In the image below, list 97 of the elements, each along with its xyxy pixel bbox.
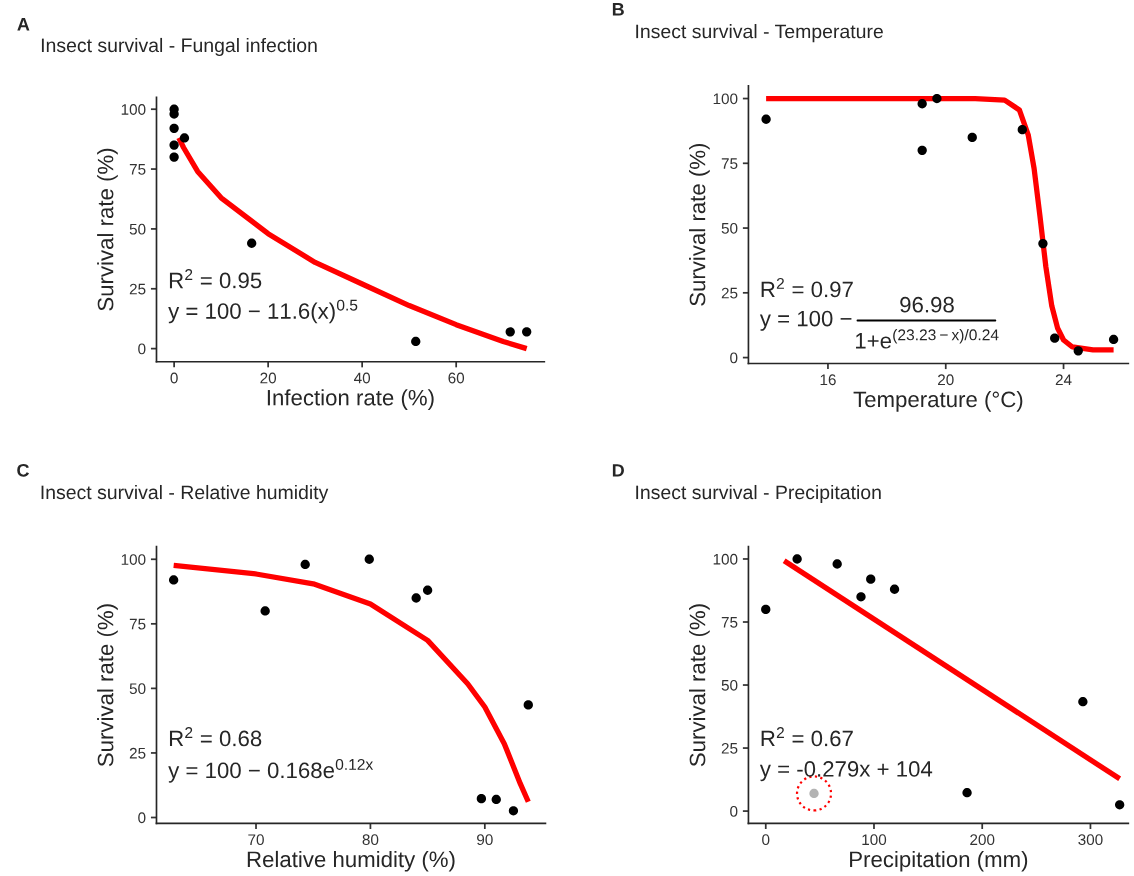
x-tick-label: 200	[970, 834, 995, 846]
chart-title: Insect survival - Temperature	[636, 24, 883, 43]
annotation: y = 100 −	[759, 310, 852, 331]
point	[856, 592, 866, 602]
annotation: R$^{2}$ = 0.67	[761, 727, 853, 747]
point	[967, 132, 977, 143]
point	[169, 152, 179, 162]
x-tick-label: 40	[354, 372, 371, 384]
annotation: 1+e$^{(23.23−x)/0.24}$	[856, 328, 999, 349]
y-tick-label: 50	[129, 683, 146, 695]
annotation: R$^{2}$ = 0.68	[169, 727, 262, 747]
point	[1050, 333, 1060, 343]
y-tick-label: 100	[121, 104, 146, 115]
y-tick-label: 0	[138, 812, 146, 824]
x-tick-label: 60	[448, 372, 465, 384]
x-tick-label: 70	[248, 834, 264, 846]
point	[411, 593, 421, 603]
y-tick-label: 50	[721, 679, 738, 691]
point	[522, 327, 532, 337]
x-tick-label: 20	[260, 372, 277, 384]
chart-title: Insect survival - Precipitation	[636, 484, 881, 504]
point	[1115, 800, 1125, 810]
y-tick-label: 100	[713, 553, 738, 565]
x-tick-label: 16	[820, 374, 836, 386]
point	[168, 575, 179, 585]
point	[792, 554, 802, 564]
x-tick-label: 20	[938, 374, 954, 386]
y-tick-label: 50	[129, 223, 146, 235]
point	[422, 585, 433, 595]
point	[300, 559, 310, 570]
y-tick-label: 75	[721, 158, 738, 169]
point	[917, 99, 927, 109]
x-axis-title: Relative humidity (%)	[247, 850, 455, 872]
y-tick-label: 75	[129, 618, 146, 630]
annotation: y = -0.279x + 104	[759, 761, 933, 782]
x-axis-title: Temperature (°C)	[853, 390, 1023, 412]
annotation: R$^{2}$ = 0.97	[761, 277, 853, 298]
y-tick-label: 25	[129, 747, 146, 759]
point	[260, 606, 270, 616]
annotation: y = 100 − 0.168e$^{0.12x}$	[168, 758, 374, 783]
annotation: y = 100 − 11.6(x)$^{0.5}$	[168, 299, 358, 324]
point	[364, 554, 374, 564]
text: D	[612, 464, 624, 477]
point	[169, 123, 179, 134]
text: B	[612, 3, 624, 16]
x-axis-title: Infection rate (%)	[267, 389, 434, 410]
point	[1017, 124, 1027, 135]
x-axis-title: Precipitation (mm)	[850, 850, 1028, 872]
point	[411, 336, 421, 347]
point	[1108, 334, 1119, 345]
y-tick-label: 75	[721, 617, 738, 628]
point	[247, 238, 257, 248]
point	[505, 327, 515, 337]
point	[1078, 697, 1088, 707]
y-tick-label: 50	[721, 222, 738, 234]
point	[179, 133, 190, 143]
y-tick-label: 0	[138, 343, 146, 355]
y-tick-label: 25	[721, 287, 738, 299]
point	[889, 584, 900, 594]
point	[932, 93, 942, 104]
x-tick-label: 80	[362, 834, 379, 846]
x-tick-label: 100	[862, 834, 887, 846]
annotation: 96.98	[900, 296, 954, 313]
y-tick-label: 0	[730, 805, 738, 817]
point	[761, 604, 771, 615]
y-axis-title: Survival rate (%)	[97, 148, 118, 311]
x-tick-label: 90	[477, 834, 493, 846]
point	[476, 793, 487, 804]
point	[169, 140, 179, 150]
y-tick-label: 0	[730, 352, 738, 364]
x-tick-label: 0	[170, 372, 178, 384]
x-tick-label: 300	[1078, 834, 1103, 846]
y-axis-title: Survival rate (%)	[97, 604, 118, 767]
chart-title: Insect survival - Relative humidity	[41, 484, 329, 504]
text: C	[17, 463, 30, 477]
point	[491, 794, 501, 805]
point	[523, 700, 533, 710]
y-tick-label: 75	[129, 164, 146, 175]
y-axis-title: Survival rate (%)	[689, 143, 710, 306]
point	[832, 559, 842, 569]
y-tick-label: 100	[121, 554, 146, 565]
chart-title: Insect survival - Fungal infection	[41, 37, 317, 57]
x-tick-label: 0	[762, 834, 770, 846]
y-tick-label: 25	[129, 283, 146, 295]
point	[761, 114, 771, 124]
point	[508, 806, 519, 816]
point	[1038, 238, 1048, 249]
y-tick-label: 100	[713, 93, 738, 105]
text: A	[17, 18, 30, 31]
point	[962, 788, 972, 798]
annotation: R$^{2}$ = 0.95	[169, 269, 262, 289]
point	[866, 574, 876, 584]
point	[917, 145, 927, 156]
point	[1073, 346, 1083, 356]
y-axis-title: Survival rate (%)	[689, 604, 710, 767]
y-tick-label: 25	[721, 742, 738, 754]
x-tick-label: 24	[1055, 374, 1072, 386]
